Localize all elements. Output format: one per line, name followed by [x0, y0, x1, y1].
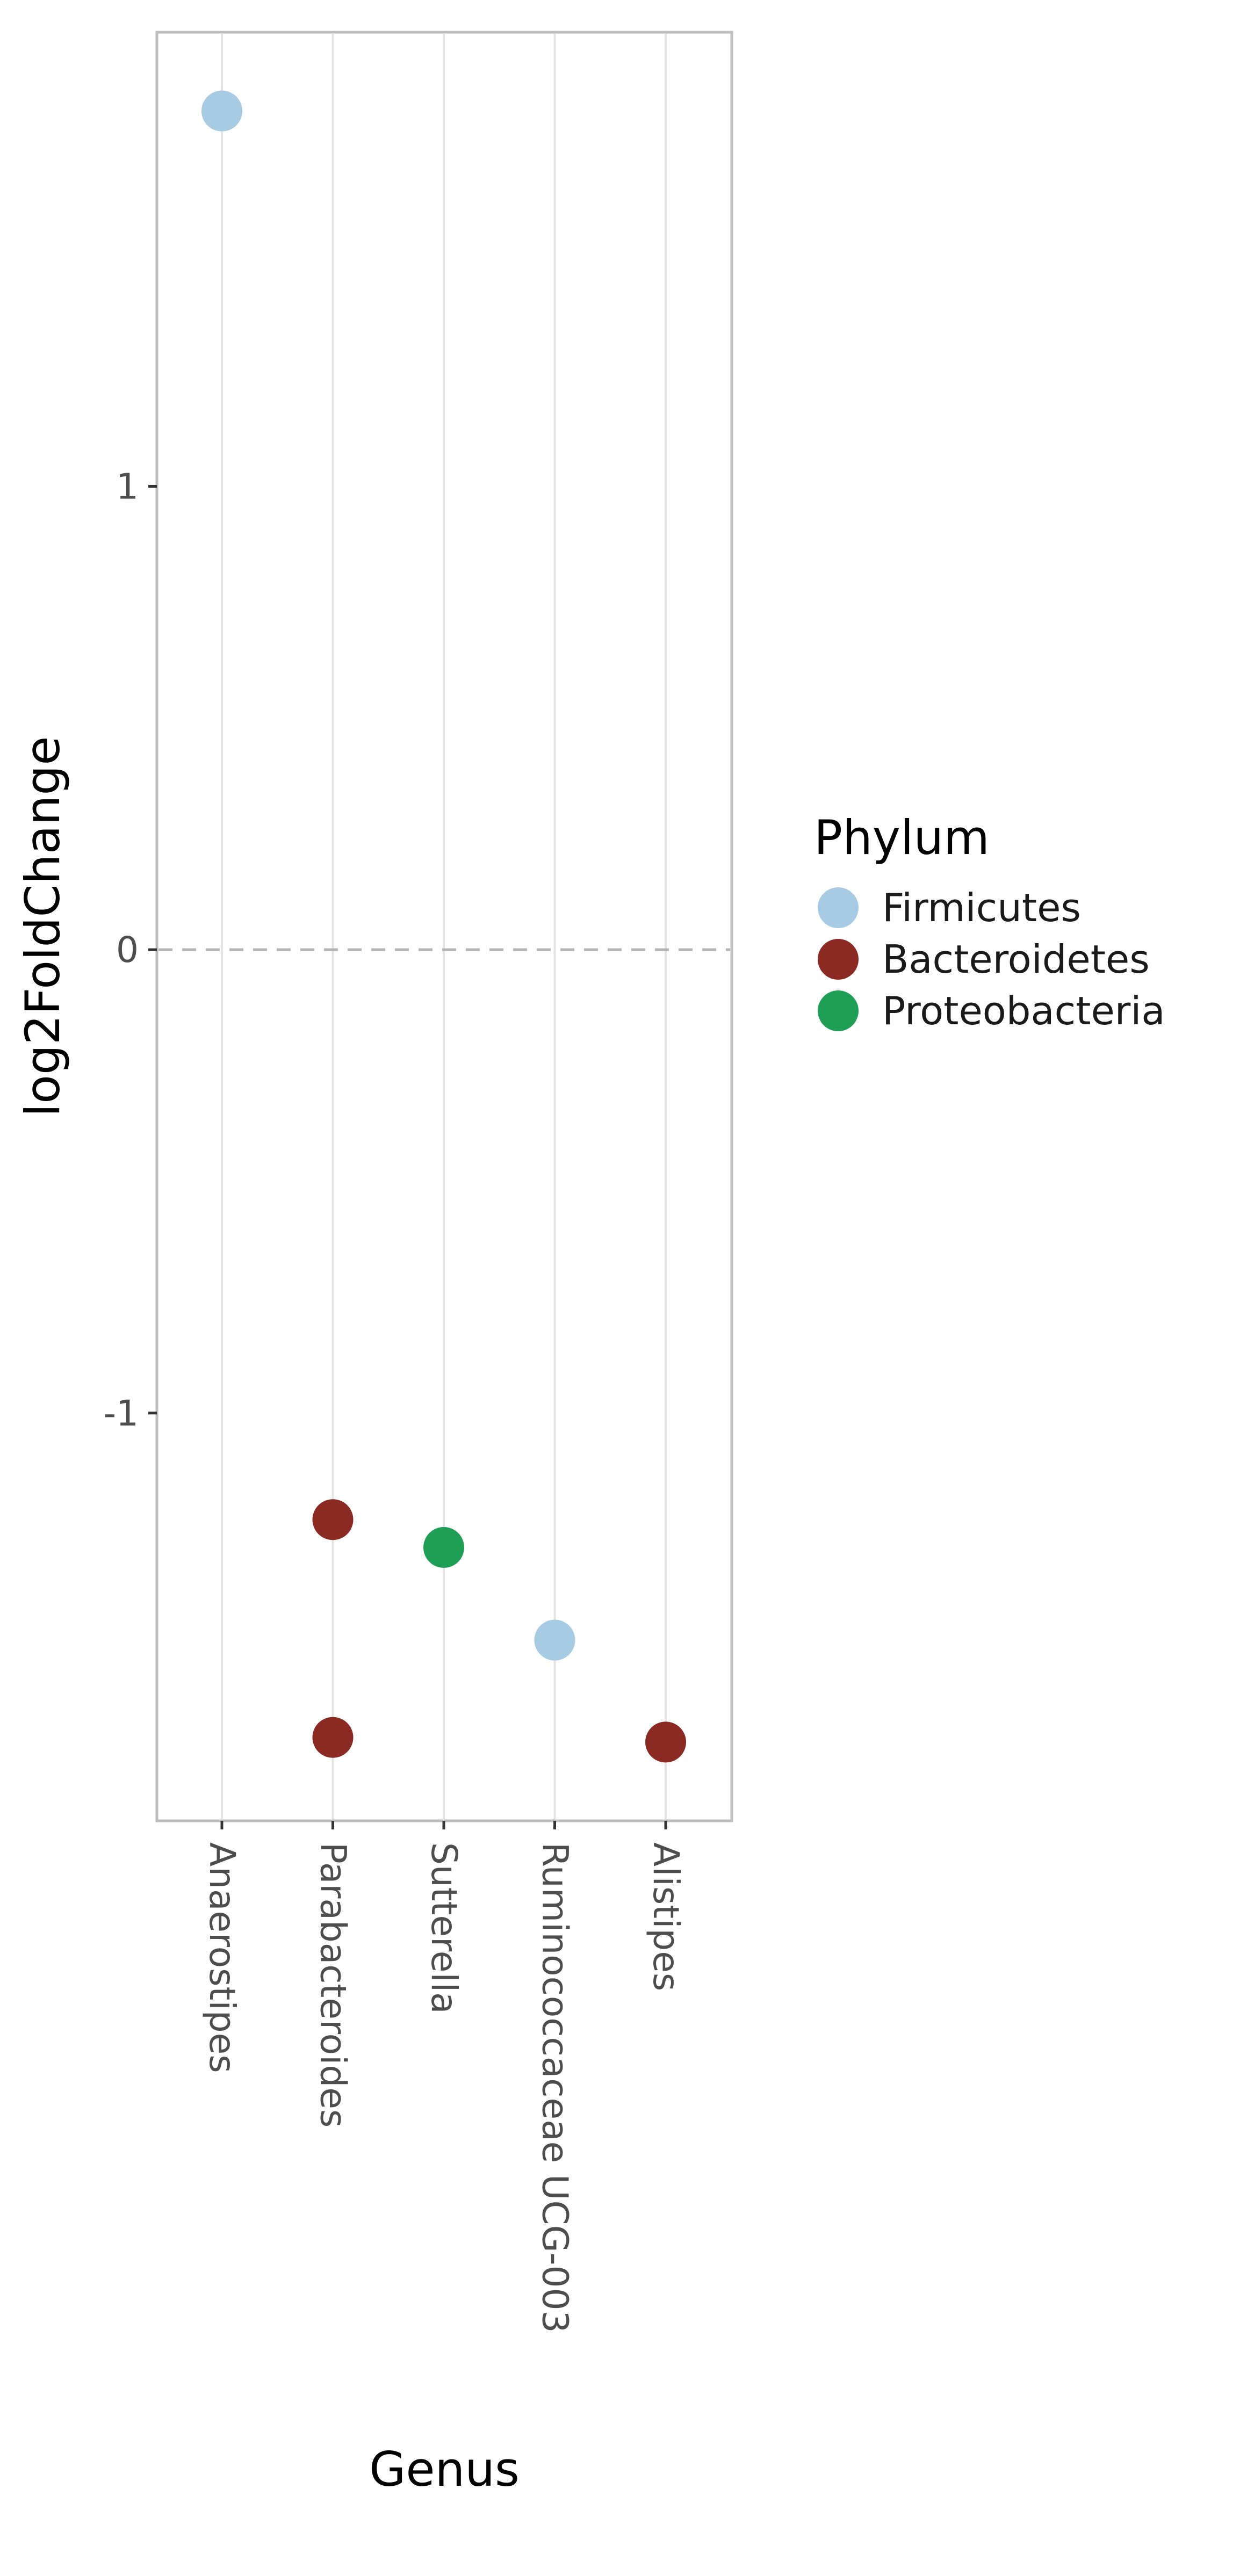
x-tick-label-ruminococcaceae-ucg-003: Ruminococcaceae UCG-003 [535, 1842, 576, 2333]
legend-title: Phylum [814, 810, 990, 865]
x-tick-label-anaerostipes: Anaerostipes [201, 1842, 243, 2073]
point-firmicutes-ruminococcaceae-ucg-003 [534, 1619, 575, 1661]
point-proteobacteria-sutterella [423, 1527, 464, 1568]
x-tick-label-sutterella: Sutterella [423, 1842, 465, 2014]
legend-swatch-proteobacteria [818, 990, 859, 1031]
point-bacteroidetes-parabacteroides [312, 1717, 354, 1758]
y-tick-label: -1 [103, 1393, 139, 1434]
x-axis-ticks: Anaerostipes Parabacteroides Sutterella Rum… [201, 1821, 687, 2333]
legend-label-firmicutes: Firmicutes [882, 885, 1081, 930]
x-tick-label-alistipes: Alistipes [645, 1842, 687, 1991]
legend-swatch-bacteroidetes [818, 939, 859, 980]
point-firmicutes-anaerostipes [201, 90, 242, 132]
x-axis-title: Genus [369, 2442, 520, 2497]
point-bacteroidetes-parabacteroides [312, 1499, 354, 1540]
y-tick-label: 1 [116, 466, 139, 507]
y-axis-title: log2FoldChange [15, 736, 70, 1117]
x-tick-label-parabacteroides: Parabacteroides [313, 1842, 354, 2128]
legend-label-proteobacteria: Proteobacteria [882, 988, 1165, 1033]
legend-label-bacteroidetes: Bacteroidetes [882, 937, 1150, 982]
y-tick-label: 0 [116, 929, 139, 971]
point-bacteroidetes-alistipes [645, 1721, 686, 1763]
legend-swatch-firmicutes [818, 887, 859, 928]
y-axis-ticks: 1 0 -1 [103, 466, 157, 1434]
data-points [201, 90, 686, 1763]
legend: Phylum Firmicutes Bacteroidetes Proteobact… [814, 810, 1165, 1033]
